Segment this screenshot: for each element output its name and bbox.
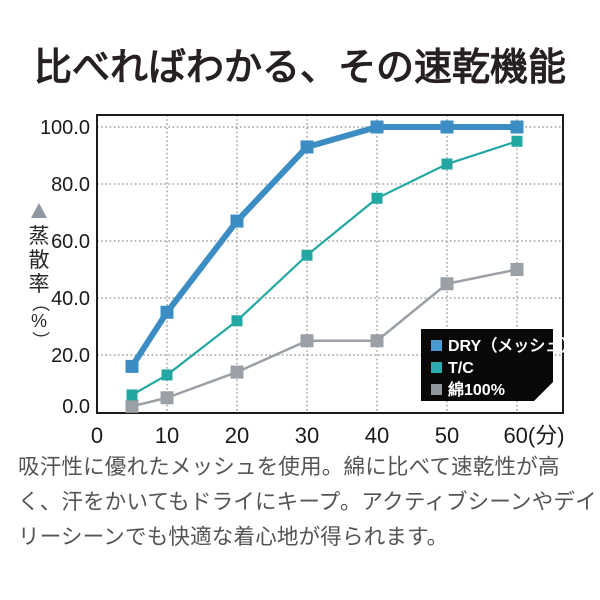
legend-swatch [431, 384, 442, 395]
y-axis-title-char: 率 [29, 273, 50, 296]
y-tick-label: 20.0 [51, 345, 90, 367]
series-marker [370, 334, 384, 348]
series-marker [301, 249, 313, 261]
series-marker [160, 391, 174, 405]
description-line-1: 吸汗性に優れたメッシュを使用。綿に比べて速乾性が高 [18, 455, 560, 479]
x-tick-label: 60(分) [503, 423, 564, 448]
legend-label: 綿100% [448, 380, 505, 399]
series-marker [160, 305, 174, 319]
series-marker [510, 120, 524, 134]
series-marker [440, 277, 454, 291]
description-line-3: リーシーンでも快適な着心地が得られます。 [18, 525, 449, 549]
y-tick-label: 0.0 [62, 396, 90, 418]
page-title: 比べればわかる、その速乾機能 [33, 47, 566, 89]
series-marker [125, 399, 139, 413]
x-tick-label: 20 [225, 423, 249, 448]
series-marker [125, 359, 139, 373]
y-tick-label: 60.0 [51, 231, 90, 253]
series-marker [231, 315, 243, 327]
series-marker [511, 135, 523, 147]
plot-frame [96, 114, 564, 414]
y-axis-title-char: 蒸 [29, 225, 50, 248]
legend-label: DRY（メッシュ） [448, 337, 577, 355]
x-tick-label: 10 [155, 423, 179, 448]
series-marker [300, 334, 314, 348]
x-tick-label: 50 [435, 423, 459, 448]
description-line-2: く、汗をかいてもドライにキープ。アクティブシーンやデイ [18, 490, 597, 514]
series-marker [371, 192, 383, 204]
series-marker [441, 158, 453, 170]
y-axis-title-char: ） [30, 331, 50, 349]
legend-swatch [431, 362, 442, 373]
series-marker [161, 369, 173, 381]
series-marker [370, 120, 384, 134]
description-paragraph: 吸汗性に優れたメッシュを使用。綿に比べて速乾性が高 く、汗をかいてもドライにキー… [18, 450, 597, 555]
series-marker [126, 389, 138, 401]
y-tick-label: 40.0 [51, 288, 90, 310]
legend-swatch [431, 340, 442, 351]
triangle-up-icon [31, 203, 47, 218]
x-tick-label: 0 [91, 423, 103, 448]
series-marker [230, 365, 244, 379]
series-marker [300, 140, 314, 154]
legend-label: T/C [448, 360, 474, 377]
x-tick-label: 40 [365, 423, 389, 448]
series-marker [510, 263, 524, 276]
y-tick-label: 100.0 [40, 117, 90, 139]
series-marker [440, 120, 454, 134]
legend-box [421, 329, 553, 401]
series-marker [230, 214, 244, 228]
y-tick-label: 80.0 [51, 174, 90, 196]
y-axis-title-char: 散 [29, 249, 50, 272]
y-axis-title-char: % [31, 311, 47, 331]
x-tick-label: 30 [295, 423, 319, 448]
y-axis-title-char: （ [30, 294, 50, 312]
